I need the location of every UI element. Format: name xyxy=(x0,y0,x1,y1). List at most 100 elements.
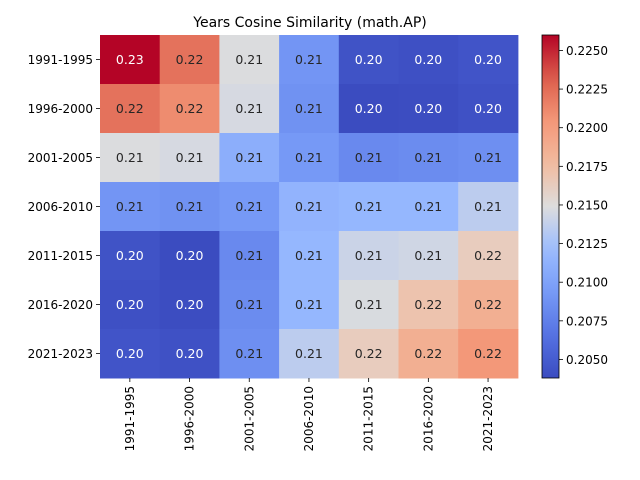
heatmap-cell xyxy=(338,231,399,281)
cell-annotation: 0.21 xyxy=(355,150,383,165)
heatmap-cell xyxy=(100,329,161,379)
cell-annotation: 0.22 xyxy=(474,346,502,361)
cell-annotation: 0.22 xyxy=(474,297,502,312)
cell-annotation: 0.22 xyxy=(176,52,204,67)
y-tick-label: 2016-2020 xyxy=(28,298,93,312)
cell-annotation: 0.20 xyxy=(116,248,144,263)
cell-annotation: 0.20 xyxy=(474,52,502,67)
cell-annotation: 0.21 xyxy=(295,101,323,116)
cell-annotation: 0.21 xyxy=(474,150,502,165)
heatmap-cell xyxy=(338,182,399,232)
colorbar-tick-label: 0.2200 xyxy=(566,121,608,135)
cell-annotation: 0.20 xyxy=(355,52,383,67)
cell-annotation: 0.23 xyxy=(116,52,144,67)
cell-annotation: 0.20 xyxy=(474,101,502,116)
colorbar-tick-label: 0.2100 xyxy=(566,276,608,290)
heatmap-cell xyxy=(219,182,280,232)
heatmap-cell xyxy=(100,35,161,85)
heatmap-cell xyxy=(458,231,519,281)
heatmap-cell xyxy=(100,280,161,330)
cell-annotation: 0.22 xyxy=(116,101,144,116)
cell-annotation: 0.21 xyxy=(116,150,144,165)
y-tick-label: 2011-2015 xyxy=(28,249,93,263)
cell-annotation: 0.21 xyxy=(295,346,323,361)
cell-annotations: 0.23 0.22 0.21 0.21 0.20 0.20 0.20 0.22 0.22 0.21… xyxy=(116,52,502,361)
heatmap-cell xyxy=(219,35,280,85)
colorbar-tick-label: 0.2250 xyxy=(566,44,608,58)
heatmap-cell xyxy=(398,231,459,281)
cell-annotation: 0.21 xyxy=(295,248,323,263)
heatmap-cell xyxy=(279,35,340,85)
heatmap-cell xyxy=(398,84,459,134)
cell-annotation: 0.21 xyxy=(414,199,442,214)
heatmap-cells xyxy=(100,35,519,379)
heatmap-cell xyxy=(398,329,459,379)
x-tick-label: 2011-2015 xyxy=(362,386,376,451)
heatmap-cell xyxy=(159,84,220,134)
colorbar-tick-label: 0.2150 xyxy=(566,198,608,212)
cell-annotation: 0.20 xyxy=(176,346,204,361)
heatmap-cell xyxy=(159,280,220,330)
cell-annotation: 0.21 xyxy=(176,199,204,214)
cell-annotation: 0.22 xyxy=(414,346,442,361)
heatmap-cell xyxy=(279,329,340,379)
cell-annotation: 0.21 xyxy=(235,150,263,165)
heatmap-cell xyxy=(219,133,280,183)
heatmap-cell xyxy=(458,280,519,330)
colorbar-gradient xyxy=(542,35,559,378)
heatmap-cell xyxy=(458,35,519,85)
y-tick-label: 2006-2010 xyxy=(28,200,93,214)
cell-annotation: 0.21 xyxy=(414,150,442,165)
cell-annotation: 0.22 xyxy=(474,248,502,263)
heatmap-cell xyxy=(398,280,459,330)
cell-annotation: 0.20 xyxy=(116,346,144,361)
cell-annotation: 0.21 xyxy=(355,199,383,214)
cell-annotation: 0.21 xyxy=(295,199,323,214)
heatmap-cell xyxy=(398,182,459,232)
chart-title: Years Cosine Similarity (math.AP) xyxy=(192,15,426,31)
colorbar-ticks: 0.2050 0.2075 0.2100 0.2125 0.2150 0.2175 0.22… xyxy=(559,44,608,367)
colorbar: 0.2050 0.2075 0.2100 0.2125 0.2150 0.2175 0.22… xyxy=(541,34,608,379)
cell-annotation: 0.22 xyxy=(176,101,204,116)
heatmap-cell xyxy=(279,84,340,134)
x-tick-label: 2001-2005 xyxy=(242,386,256,451)
cell-annotation: 0.20 xyxy=(414,101,442,116)
heatmap-cell xyxy=(338,84,399,134)
heatmap-cell xyxy=(279,182,340,232)
heatmap-cell xyxy=(398,35,459,85)
heatmap-cell xyxy=(159,329,220,379)
cell-annotation: 0.21 xyxy=(116,199,144,214)
cell-annotation: 0.22 xyxy=(414,297,442,312)
heatmap-cell xyxy=(100,84,161,134)
cell-annotation: 0.21 xyxy=(235,199,263,214)
colorbar-tick-label: 0.2225 xyxy=(566,83,608,97)
heatmap-cell xyxy=(338,133,399,183)
cell-annotation: 0.21 xyxy=(414,248,442,263)
heatmap-cell xyxy=(219,280,280,330)
cell-annotation: 0.21 xyxy=(295,150,323,165)
cell-annotation: 0.21 xyxy=(355,297,383,312)
colorbar-tick-label: 0.2075 xyxy=(566,314,608,328)
heatmap-cell xyxy=(458,182,519,232)
heatmap-cell xyxy=(458,329,519,379)
cell-annotation: 0.21 xyxy=(295,297,323,312)
y-tick-label: 2021-2023 xyxy=(28,347,93,361)
cell-annotation: 0.20 xyxy=(176,248,204,263)
heatmap-cell xyxy=(279,231,340,281)
heatmap-cell xyxy=(100,231,161,281)
x-axis: 1991-1995 1996-2000 2001-2005 2006-2010 2011… xyxy=(123,378,495,451)
colorbar-tick-label: 0.2050 xyxy=(566,353,608,367)
heatmap-cell xyxy=(279,280,340,330)
heatmap-cell xyxy=(159,133,220,183)
cell-annotation: 0.20 xyxy=(355,101,383,116)
cell-annotation: 0.20 xyxy=(176,297,204,312)
heatmap-cell xyxy=(458,84,519,134)
x-tick-label: 1991-1995 xyxy=(123,386,137,451)
cell-annotation: 0.21 xyxy=(355,248,383,263)
cell-annotation: 0.20 xyxy=(116,297,144,312)
heatmap-cell xyxy=(159,35,220,85)
heatmap-cell xyxy=(159,231,220,281)
heatmap-cell xyxy=(279,133,340,183)
colorbar-frame xyxy=(541,34,560,379)
